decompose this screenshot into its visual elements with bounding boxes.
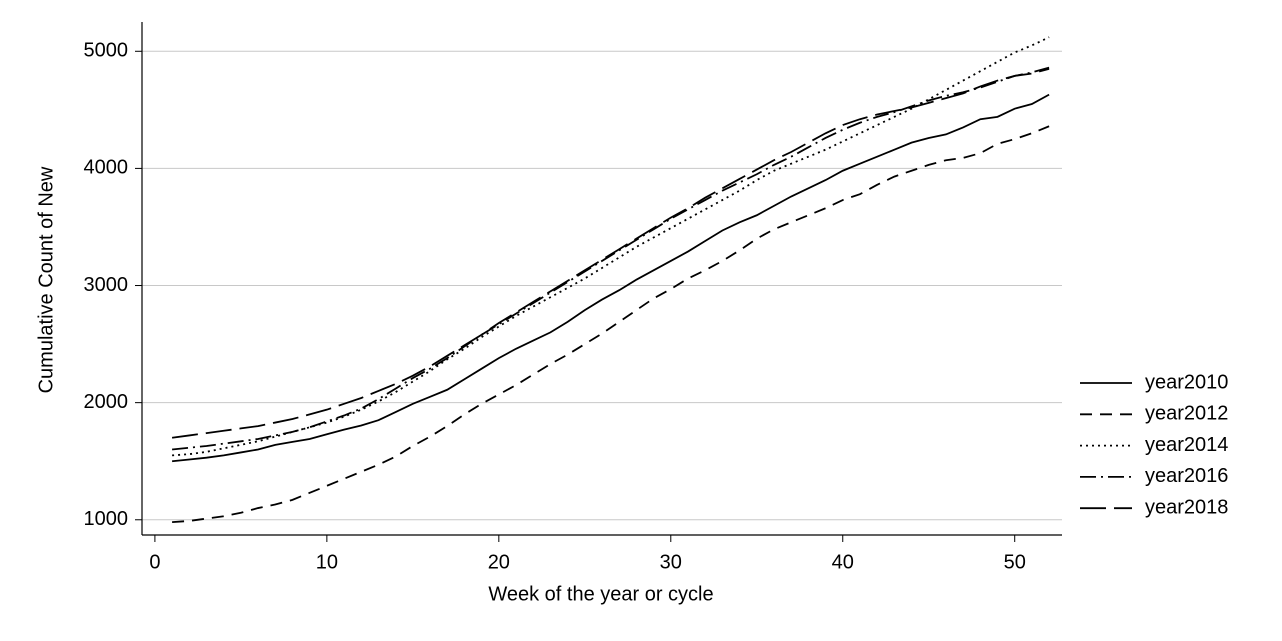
- legend-label: year2018: [1145, 496, 1228, 518]
- y-tick-label: 5000: [84, 40, 129, 62]
- x-tick-label: 0: [149, 551, 160, 573]
- x-tick-label: 10: [316, 551, 338, 573]
- x-tick-label: 20: [488, 551, 510, 573]
- line-series: [171, 93, 1050, 463]
- line-series: [171, 67, 1050, 439]
- y-tick-label: 2000: [84, 391, 129, 413]
- legend-label: year2014: [1145, 434, 1228, 456]
- x-tick-label: 50: [1004, 551, 1026, 573]
- x-axis-label: Week of the year or cycle: [488, 583, 713, 605]
- legend-label: year2012: [1145, 403, 1228, 425]
- x-tick-label: 30: [660, 551, 682, 573]
- line-series: [172, 125, 1050, 524]
- y-tick-label: 4000: [84, 157, 129, 179]
- line-series: [171, 66, 1050, 451]
- y-tick-label: 1000: [84, 508, 129, 530]
- x-tick-label: 40: [832, 551, 854, 573]
- legend-label: year2010: [1145, 371, 1228, 393]
- legend-label: year2016: [1145, 465, 1228, 487]
- y-axis-label: Cumulative Count of New: [35, 166, 57, 393]
- y-tick-label: 3000: [84, 274, 129, 296]
